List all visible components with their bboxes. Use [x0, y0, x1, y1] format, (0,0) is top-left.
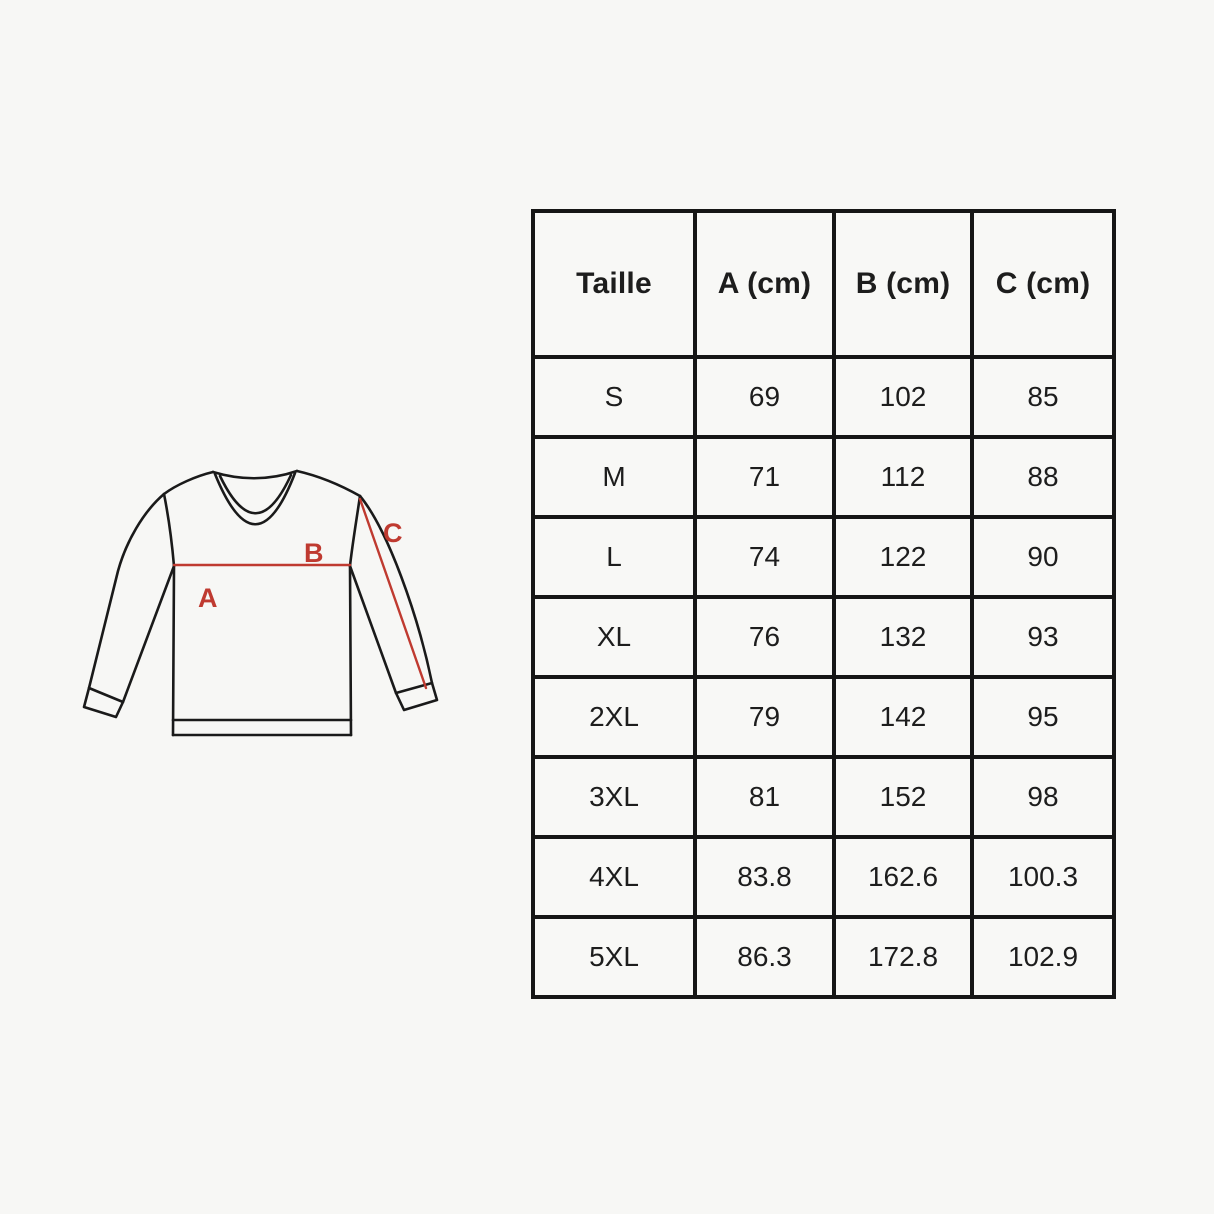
measurement-lines [172, 497, 428, 690]
table-cell: 79 [693, 675, 836, 759]
column-header: A (cm) [693, 209, 836, 359]
table-cell: 88 [970, 435, 1116, 519]
table-cell: XL [531, 595, 697, 679]
neck-top-line [211, 469, 299, 480]
table-cell: 93 [970, 595, 1116, 679]
table-cell: 69 [693, 355, 836, 439]
table-row: 4XL 83.8 162.6 100.3 [531, 835, 1116, 919]
table-cell: 122 [832, 515, 974, 599]
table-cell: 74 [693, 515, 836, 599]
body-right-edge [348, 564, 353, 737]
table-cell: 71 [693, 435, 836, 519]
size-chart-body: S 69 102 85 M 71 112 88 L 74 122 90 XL 76 132 93 2XL 79 14… [531, 355, 1116, 999]
measurement-label-b: B [304, 538, 324, 568]
table-row: S 69 102 85 [531, 355, 1116, 439]
table-cell: 98 [970, 755, 1116, 839]
size-chart-table: Taille A (cm) B (cm) C (cm) S 69 102 85 M 71 112 8… [531, 209, 1116, 999]
table-cell: 83.8 [693, 835, 836, 919]
table-cell: S [531, 355, 697, 439]
right-shoulder [295, 469, 362, 498]
left-cuff [82, 686, 125, 719]
column-header: B (cm) [832, 209, 974, 359]
right-armhole-curve [348, 494, 362, 568]
table-cell: 95 [970, 675, 1116, 759]
right-sleeve-outer [358, 494, 434, 685]
table-cell: 102.9 [970, 915, 1116, 999]
left-shoulder [162, 470, 215, 496]
table-cell: 162.6 [832, 835, 974, 919]
table-row: 5XL 86.3 172.8 102.9 [531, 915, 1116, 999]
measurement-line-c [358, 497, 428, 690]
right-cuff [394, 681, 439, 712]
table-cell: 172.8 [832, 915, 974, 999]
right-sleeve-inner [348, 564, 398, 695]
table-cell: 85 [970, 355, 1116, 439]
column-header: C (cm) [970, 209, 1116, 359]
measurement-label-c: C [383, 518, 403, 548]
table-cell: L [531, 515, 697, 599]
table-row: XL 76 132 93 [531, 595, 1116, 679]
collar-outer-arc [213, 471, 297, 526]
left-sleeve-outer [87, 492, 166, 690]
column-header: Taille [531, 209, 697, 359]
measurement-label-a: A [198, 583, 218, 613]
sweatshirt-sketch-svg: A B C [82, 469, 439, 737]
collar-inner-arc [218, 473, 293, 515]
left-armhole-curve [162, 492, 176, 568]
table-cell: 3XL [531, 755, 697, 839]
table-cell: 81 [693, 755, 836, 839]
table-row: 2XL 79 142 95 [531, 675, 1116, 759]
table-cell: 86.3 [693, 915, 836, 999]
left-sleeve-inner [121, 564, 176, 704]
table-cell: 76 [693, 595, 836, 679]
table-cell: 132 [832, 595, 974, 679]
table-cell: 152 [832, 755, 974, 839]
table-row: M 71 112 88 [531, 435, 1116, 519]
table-row: 3XL 81 152 98 [531, 755, 1116, 839]
sweatshirt-outline [82, 469, 439, 737]
table-cell: 90 [970, 515, 1116, 599]
size-chart-header-row: Taille A (cm) B (cm) C (cm) [531, 209, 1116, 359]
table-cell: 5XL [531, 915, 697, 999]
body-left-edge [171, 564, 176, 737]
table-cell: 102 [832, 355, 974, 439]
table-cell: 4XL [531, 835, 697, 919]
garment-diagram: A B C [70, 435, 450, 745]
table-row: L 74 122 90 [531, 515, 1116, 599]
table-cell: 142 [832, 675, 974, 759]
table-cell: 2XL [531, 675, 697, 759]
table-cell: 100.3 [970, 835, 1116, 919]
table-cell: 112 [832, 435, 974, 519]
table-cell: M [531, 435, 697, 519]
